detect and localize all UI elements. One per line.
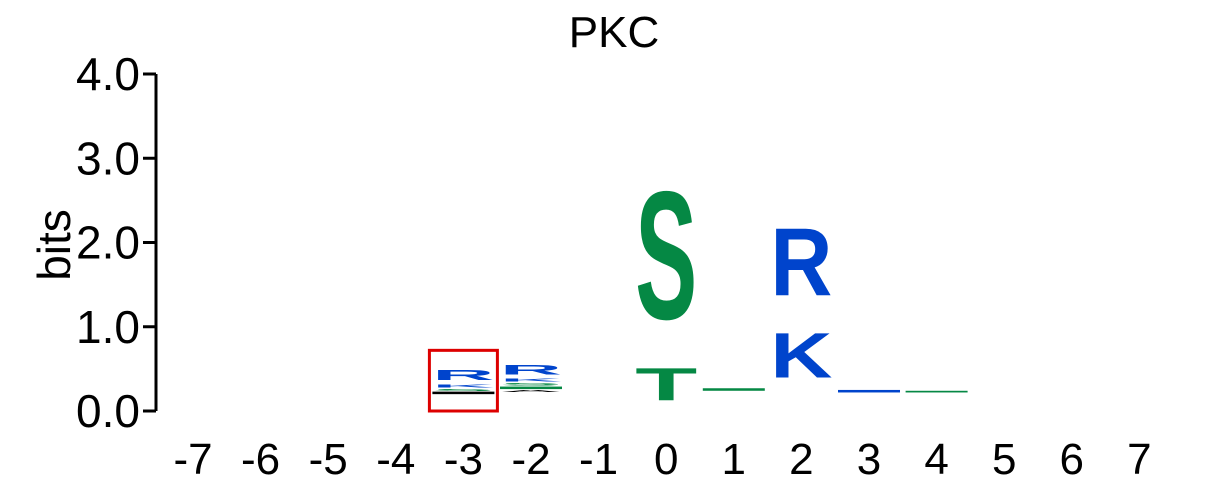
logo-letter-a: A [500,389,562,392]
logo-letter-t: T [635,359,697,411]
y-axis-ticks: 0.0 1.0 2.0 3.0 4.0 [76,48,156,437]
x-tick-label: 6 [1060,435,1084,484]
y-tick-label: 4.0 [76,48,140,100]
x-tick-label: 7 [1127,435,1151,484]
logo-letter-r: R [432,367,494,383]
logo-letter-k: K [500,377,562,382]
x-tick-label: -6 [241,435,280,484]
y-axis-label: bits [28,209,80,281]
x-tick-label: -4 [376,435,415,484]
logo-letter-r: R [770,209,832,317]
logo-letter-sliver [500,386,562,390]
x-tick-label: -5 [309,435,348,484]
x-tick-label: 0 [654,435,678,484]
logo-letter-sliver [432,391,495,395]
y-tick-label: 3.0 [76,132,140,184]
y-tick-label: 1.0 [76,301,140,353]
chart-title: PKC [569,8,659,57]
logo-letter-s: S [635,153,697,357]
x-tick-label: -2 [511,435,550,484]
highlight-box [427,348,499,413]
logo-letter-k: K [770,320,832,392]
x-tick-label: 4 [924,435,948,484]
y-tick-label: 0.0 [76,385,140,437]
x-tick-label: -3 [444,435,483,484]
logo-letter-sliver [905,390,968,393]
x-tick-label: 5 [992,435,1016,484]
logo-letter-k: K [432,383,494,388]
x-axis-ticks: -7 -6 -5 -4 -3 -2 -1 0 1 2 3 4 5 6 7 [173,435,1151,484]
logo-letter-sliver [838,389,900,393]
x-tick-label: -1 [579,435,618,484]
x-tick-label: 1 [722,435,746,484]
x-tick-label: -7 [173,435,212,484]
logo-letter-s: S [432,388,494,391]
y-tick-label: 2.0 [76,217,140,269]
logo-letter-r: R [500,362,562,377]
logo-letter-s: S [500,382,562,386]
logo-letter-sliver [702,388,765,391]
x-tick-label: 2 [789,435,813,484]
x-tick-label: 3 [857,435,881,484]
